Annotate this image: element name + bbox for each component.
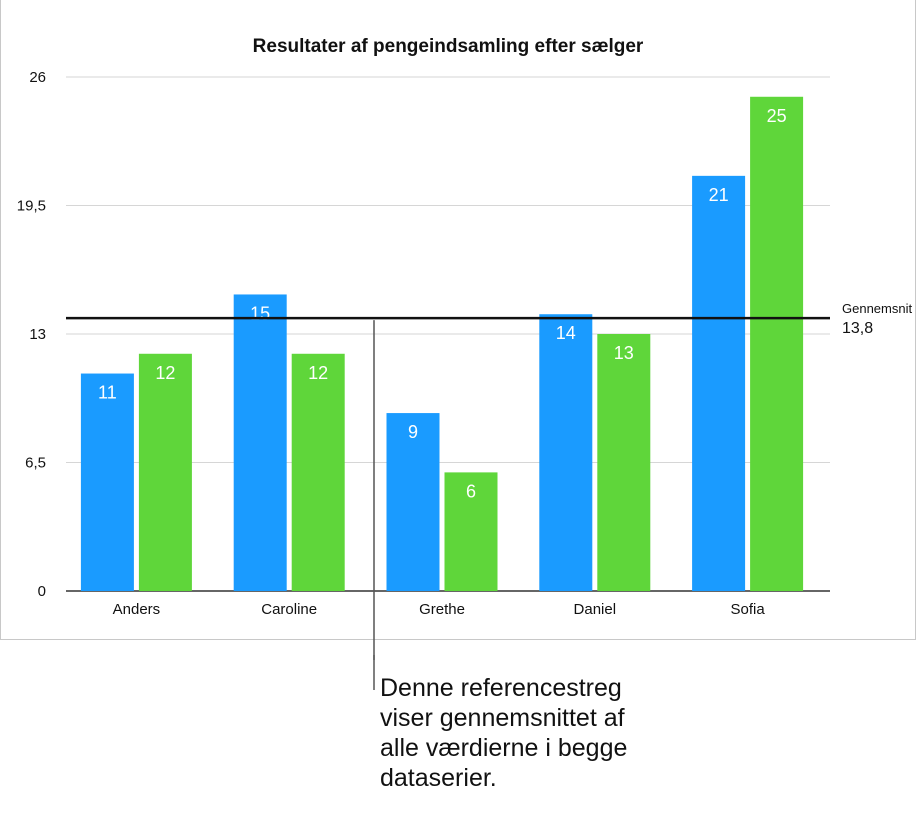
data-label: 12 (308, 363, 328, 383)
y-tick-label: 26 (29, 69, 46, 86)
category-label: Anders (113, 601, 161, 618)
y-tick-label: 6,5 (25, 455, 46, 472)
y-tick-label: 13 (29, 326, 46, 343)
bar (80, 373, 134, 591)
data-label: 13 (614, 343, 634, 363)
bar (444, 472, 498, 591)
data-label: 11 (98, 383, 117, 403)
data-labels: 11 12 15 12 9 6 14 13 21 25 (98, 106, 787, 502)
chart-title: Resultater af pengeindsamling efter sælg… (253, 36, 644, 57)
bar (233, 294, 287, 591)
chart-frame (0, 0, 916, 640)
reference-line-group: Gennemsnit 13,8 (66, 301, 912, 660)
category-label: Sofia (730, 601, 765, 618)
reference-line-name: Gennemsnit (842, 301, 912, 316)
y-tick-label: 0 (38, 583, 46, 600)
y-axis-ticks: 0 6,5 13 19,5 26 (17, 69, 46, 600)
bar (692, 175, 746, 591)
data-label: 12 (155, 363, 175, 383)
y-tick-label: 19,5 (17, 198, 46, 215)
bar (291, 353, 345, 591)
bars (80, 96, 804, 592)
annotation-text: Denne referencestreg viser gennemsnittet… (380, 674, 628, 792)
bar (597, 334, 651, 591)
category-labels: Anders Caroline Grethe Daniel Sofia (113, 601, 766, 618)
bar (138, 353, 192, 591)
data-label: 15 (250, 303, 270, 323)
data-label: 21 (709, 185, 729, 205)
category-label: Grethe (419, 601, 465, 618)
bar (750, 96, 804, 592)
bar (539, 314, 593, 591)
bar-chart: Resultater af pengeindsamling efter sælg… (17, 36, 912, 660)
data-label: 6 (466, 481, 476, 501)
category-label: Daniel (574, 601, 617, 618)
category-label: Caroline (261, 601, 317, 618)
data-label: 14 (556, 323, 576, 343)
data-label: 9 (408, 422, 418, 442)
reference-line-value: 13,8 (842, 320, 873, 337)
data-label: 25 (767, 106, 787, 126)
bar (386, 413, 440, 591)
